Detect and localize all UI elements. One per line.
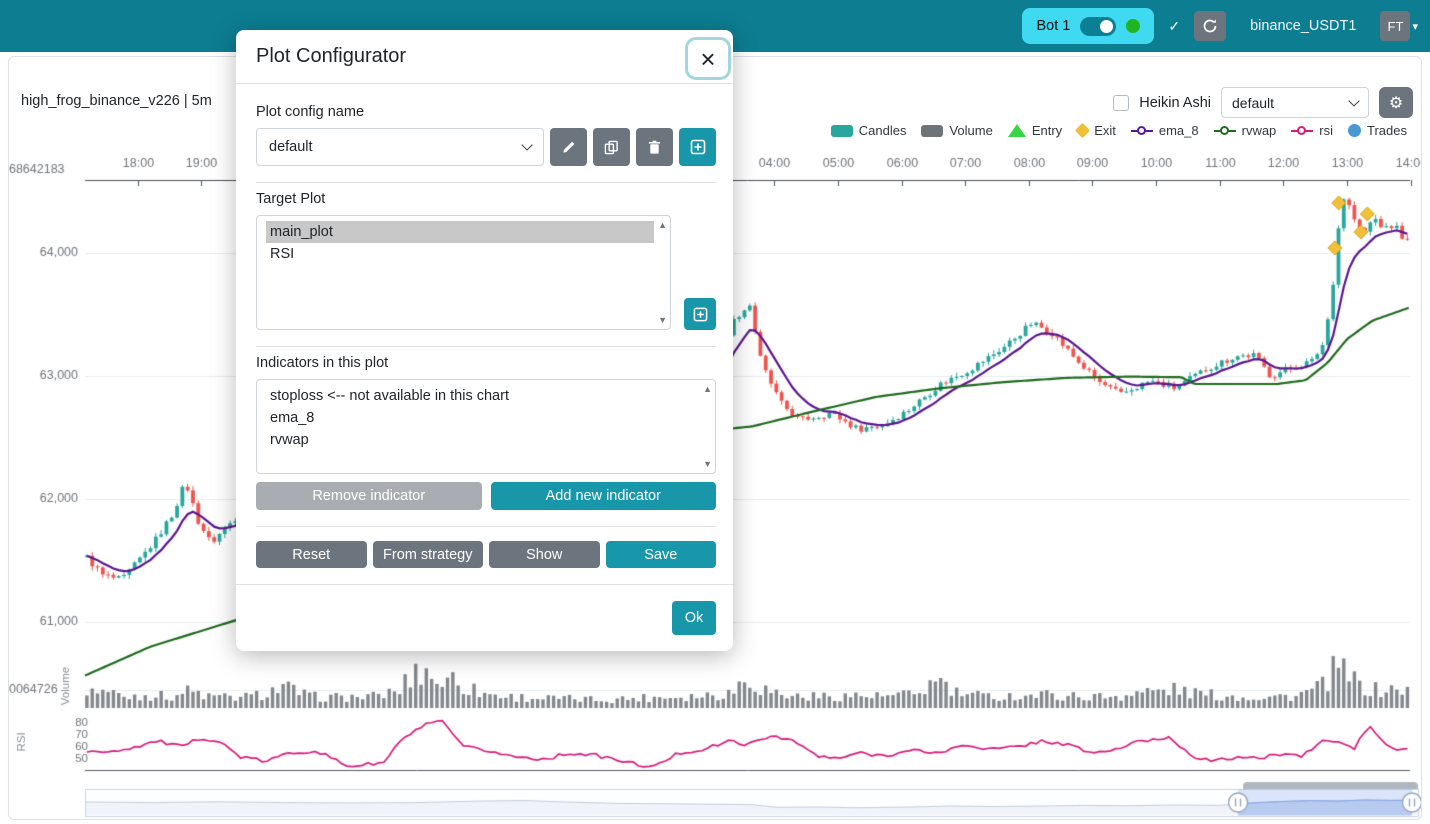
add-config-button[interactable] bbox=[679, 128, 716, 166]
plot-config-name-value: default bbox=[269, 139, 313, 155]
plus-square-icon bbox=[690, 139, 705, 155]
trades-dot-icon bbox=[1348, 124, 1362, 137]
rename-config-button[interactable] bbox=[550, 128, 587, 166]
target-plot-item[interactable]: RSI bbox=[270, 246, 295, 262]
scroll-down-icon[interactable]: ▼ bbox=[703, 459, 712, 469]
scroll-down-icon[interactable]: ▼ bbox=[658, 315, 667, 325]
duplicate-config-button[interactable] bbox=[593, 128, 630, 166]
save-button[interactable]: Save bbox=[605, 541, 716, 568]
legend-label: Trades bbox=[1367, 123, 1407, 138]
plot-config-name-label: Plot config name bbox=[256, 104, 365, 120]
refresh-button[interactable] bbox=[1194, 11, 1227, 41]
legend-label: Candles bbox=[858, 123, 907, 138]
target-plot-list[interactable]: main_plot RSI ▲ ▼ bbox=[256, 215, 671, 330]
plot-settings-button[interactable]: ⚙ bbox=[1379, 87, 1413, 118]
entry-triangle-icon bbox=[1007, 124, 1026, 137]
reset-button[interactable]: Reset bbox=[256, 541, 367, 568]
chart-title: high_frog_binance_v226 | 5m bbox=[21, 93, 212, 109]
legend-item-Exit[interactable]: Exit bbox=[1074, 122, 1116, 139]
ema_8-line-icon bbox=[1130, 125, 1153, 137]
indicators-label: Indicators in this plot bbox=[256, 355, 389, 371]
close-icon: × bbox=[700, 43, 716, 74]
close-button[interactable]: × bbox=[688, 40, 728, 77]
legend-item-rvwap[interactable]: rvwap bbox=[1213, 123, 1277, 138]
copy-icon bbox=[604, 140, 618, 154]
add-indicator-button[interactable]: Add new indicator bbox=[490, 482, 716, 510]
show-button[interactable]: Show bbox=[489, 541, 600, 568]
gear-icon: ⚙ bbox=[1388, 94, 1404, 112]
trash-icon bbox=[648, 140, 661, 154]
modal-title: Plot Configurator bbox=[256, 45, 407, 67]
plot-config-select[interactable]: default bbox=[1221, 87, 1369, 118]
plot-config-selected-value: default bbox=[1232, 94, 1275, 111]
scroll-up-icon[interactable]: ▲ bbox=[703, 384, 712, 394]
exchange-account-label: binance_USDT1 bbox=[1250, 18, 1357, 34]
user-menu[interactable]: FT ▾ bbox=[1380, 11, 1418, 41]
plot-configurator-modal: Plot Configurator × Plot config name def… bbox=[236, 30, 733, 651]
divider bbox=[256, 346, 716, 347]
remove-indicator-button[interactable]: Remove indicator bbox=[256, 482, 482, 510]
bot-toggle[interactable] bbox=[1080, 16, 1117, 36]
bot-selector-pill[interactable]: Bot 1 bbox=[1022, 8, 1155, 44]
heikin-ashi-checkbox[interactable] bbox=[1113, 94, 1130, 111]
legend-label: rvwap bbox=[1241, 123, 1277, 138]
target-plot-label: Target Plot bbox=[256, 191, 326, 207]
chevron-down-icon: ▾ bbox=[1412, 20, 1418, 33]
legend-label: Exit bbox=[1094, 123, 1116, 138]
indicator-item[interactable]: rvwap bbox=[270, 432, 309, 448]
chart-controls: Heikin Ashi default ⚙ bbox=[1113, 87, 1413, 118]
legend-item-rsi[interactable]: rsi bbox=[1291, 123, 1333, 138]
indicator-item[interactable]: ema_8 bbox=[270, 410, 315, 426]
pencil-icon bbox=[563, 141, 575, 153]
rvwap-line-icon bbox=[1213, 125, 1236, 137]
legend-label: Entry bbox=[1031, 123, 1063, 138]
Volume-swatch-icon bbox=[921, 124, 944, 137]
legend-label: Volume bbox=[949, 123, 993, 138]
legend-label: rsi bbox=[1319, 123, 1334, 138]
rsi-line-icon bbox=[1291, 125, 1314, 137]
add-plot-button[interactable] bbox=[684, 298, 716, 330]
scroll-up-icon[interactable]: ▲ bbox=[658, 220, 667, 230]
legend-item-ema_8[interactable]: ema_8 bbox=[1130, 123, 1199, 138]
indicator-item[interactable]: stoploss <-- not available in this chart bbox=[270, 388, 509, 404]
indicators-list[interactable]: stoploss <-- not available in this chart… bbox=[256, 379, 716, 474]
plus-square-icon bbox=[693, 307, 707, 321]
delete-config-button[interactable] bbox=[636, 128, 673, 166]
legend-item-Entry[interactable]: Entry bbox=[1007, 123, 1063, 138]
Candles-swatch-icon bbox=[830, 124, 853, 137]
modal-body: Plot config name default Target Plot bbox=[236, 84, 733, 568]
bot-name: Bot 1 bbox=[1036, 18, 1071, 34]
chevron-down-icon bbox=[521, 139, 533, 151]
legend-item-Candles[interactable]: Candles bbox=[830, 123, 907, 138]
bot-online-dot bbox=[1126, 19, 1141, 33]
modal-footer: Ok bbox=[236, 584, 733, 651]
refresh-icon bbox=[1203, 19, 1217, 33]
chart-legend: Candles Volume Entry Exit ema_8 rvwap rsi Trade… bbox=[830, 122, 1407, 139]
exit-diamond-icon bbox=[1074, 122, 1091, 139]
modal-header: Plot Configurator × bbox=[236, 30, 733, 84]
legend-label: ema_8 bbox=[1158, 123, 1199, 138]
divider bbox=[256, 526, 716, 527]
heikin-ashi-label: Heikin Ashi bbox=[1139, 94, 1211, 111]
legend-item-Volume[interactable]: Volume bbox=[921, 123, 993, 138]
avatar: FT bbox=[1380, 11, 1411, 41]
target-plot-item[interactable]: main_plot bbox=[266, 221, 654, 243]
ok-button[interactable]: Ok bbox=[672, 601, 716, 635]
divider bbox=[256, 182, 716, 183]
check-icon: ✓ bbox=[1168, 17, 1181, 34]
legend-item-Trades[interactable]: Trades bbox=[1348, 123, 1407, 138]
plot-config-name-select[interactable]: default bbox=[256, 128, 544, 166]
from-strategy-button[interactable]: From strategy bbox=[372, 541, 483, 568]
chevron-down-icon bbox=[1348, 94, 1360, 107]
bot-toggle-knob bbox=[1100, 19, 1114, 33]
